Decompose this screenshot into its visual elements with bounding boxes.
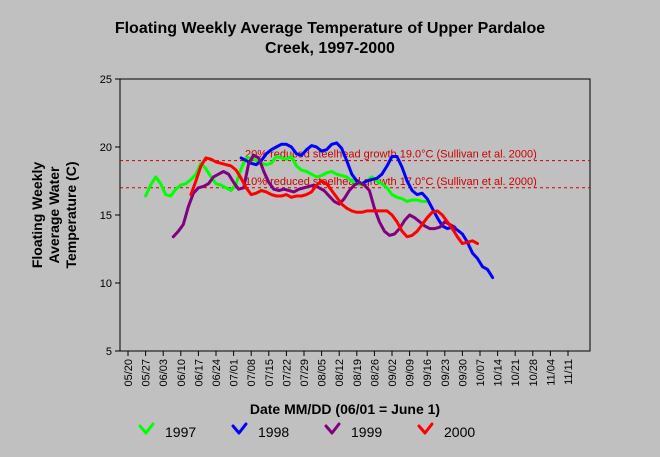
x-tick-label: 05/27 (141, 359, 153, 387)
series-line-2000 (189, 156, 479, 246)
chart-title-line2: Creek, 1997-2000 (265, 40, 395, 57)
y-tick-label: 25 (100, 74, 112, 86)
reference-line-label: 20% reduced steelhead growth 19.0°C (Sul… (245, 149, 537, 161)
series-lines (144, 141, 495, 280)
y-tick-label: 20 (100, 142, 112, 154)
x-tick-label: 05/20 (123, 359, 135, 387)
plot-area (119, 78, 591, 352)
legend-swatch (417, 422, 434, 435)
series-line-1999 (171, 153, 457, 239)
x-tick-label: 09/09 (405, 359, 417, 387)
reference-line-label: 10% reduced steelhead growth 17.0°C (Sul… (245, 176, 537, 188)
x-tick-label: 11/04 (545, 359, 557, 386)
x-tick-label: 07/15 (264, 359, 276, 387)
x-tick-label: 08/05 (317, 359, 329, 387)
y-axis-title-line: Floating Weekly (29, 162, 45, 269)
x-tick-label: 11/11 (563, 359, 575, 385)
legend: 1997 1998 1999 2000 (138, 422, 475, 440)
x-tick-label: 08/26 (369, 359, 381, 387)
x-tick-label: 07/08 (246, 359, 258, 387)
legend-label: 1998 (258, 424, 289, 440)
y-tick-label: 5 (106, 346, 112, 358)
x-tick-label: 08/19 (352, 359, 364, 387)
x-tick-label: 08/12 (334, 359, 346, 387)
x-axis: 05/20 05/27 06/03 06/10 06/17 06/24 07/01 07/08… (123, 351, 575, 387)
x-tick-label: 06/24 (211, 359, 223, 387)
x-tick-label: 06/10 (176, 359, 188, 387)
x-tick-label: 09/23 (440, 359, 452, 387)
y-axis: 5 10 15 20 25 (100, 74, 120, 358)
x-tick-label: 10/14 (493, 359, 505, 387)
x-tick-label: 10/21 (510, 359, 522, 387)
x-tick-label: 06/03 (158, 359, 170, 387)
x-tick-label: 09/16 (422, 359, 434, 387)
legend-swatch (231, 422, 248, 435)
y-tick-label: 10 (100, 278, 112, 290)
legend-label: 1997 (165, 424, 196, 440)
x-tick-label: 10/28 (528, 359, 540, 387)
series-line-1997 (144, 155, 429, 203)
legend-swatch (324, 422, 341, 435)
x-tick-label: 07/22 (281, 359, 293, 387)
legend-swatch (138, 422, 155, 435)
x-tick-label: 09/30 (457, 359, 469, 387)
x-tick-label: 10/07 (475, 359, 487, 387)
x-tick-label: 07/01 (229, 359, 241, 387)
legend-label: 1999 (351, 424, 382, 440)
y-tick-label: 15 (100, 210, 112, 222)
y-axis-title-line: Temperature (C) (63, 161, 79, 268)
y-axis-title: Floating Weekly Average Water Temperature … (29, 161, 79, 268)
x-tick-label: 06/17 (193, 359, 205, 387)
x-tick-label: 07/29 (299, 359, 311, 387)
y-axis-title-line: Average Water (46, 166, 62, 264)
x-tick-label: 09/02 (387, 359, 399, 387)
chart-title-line1: Floating Weekly Average Temperature of U… (115, 20, 545, 37)
x-axis-title: Date MM/DD (06/01 = June 1) (250, 401, 440, 417)
legend-label: 2000 (444, 424, 475, 440)
